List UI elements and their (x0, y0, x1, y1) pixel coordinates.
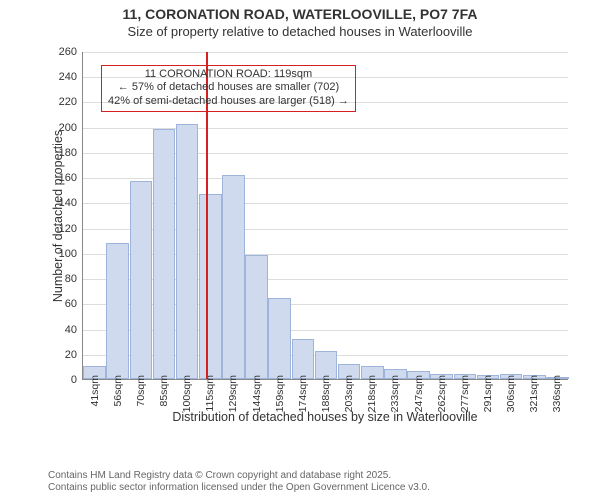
gridline (83, 52, 568, 53)
y-tick-label: 220 (49, 96, 77, 108)
y-tick-label: 80 (49, 273, 77, 285)
histogram-bar (222, 175, 245, 379)
x-tick-label: 56sqm (112, 375, 124, 407)
attribution-footer: Contains HM Land Registry data © Crown c… (48, 470, 430, 494)
x-tick-label: 233sqm (389, 375, 401, 412)
histogram-bar (153, 129, 176, 379)
x-tick-label: 188sqm (320, 375, 332, 412)
x-tick-label: 321sqm (528, 375, 540, 412)
x-tick-label: 247sqm (413, 375, 425, 412)
annotation-box: 11 CORONATION ROAD: 119sqm← 57% of detac… (101, 65, 356, 112)
histogram-bar (292, 339, 315, 379)
y-tick-label: 120 (49, 223, 77, 235)
histogram-bar (106, 243, 129, 379)
x-tick-label: 277sqm (459, 375, 471, 412)
x-tick-label: 218sqm (366, 375, 378, 412)
footer-line-2: Contains public sector information licen… (48, 482, 430, 494)
y-tick-label: 200 (49, 122, 77, 134)
x-tick-label: 85sqm (158, 375, 170, 407)
histogram-bar (176, 124, 199, 379)
annotation-line: ← 57% of detached houses are smaller (70… (108, 81, 349, 95)
y-tick-label: 240 (49, 71, 77, 83)
x-tick-label: 203sqm (343, 375, 355, 412)
y-tick-label: 40 (49, 324, 77, 336)
x-tick-label: 70sqm (135, 375, 147, 407)
histogram-chart: Number of detached properties 0204060801… (48, 52, 568, 422)
page-subtitle: Size of property relative to detached ho… (0, 24, 600, 40)
y-tick-label: 260 (49, 46, 77, 58)
page-title: 11, CORONATION ROAD, WATERLOOVILLE, PO7 … (0, 6, 600, 24)
histogram-bar (268, 298, 291, 379)
y-tick-label: 0 (49, 374, 77, 386)
x-tick-label: 115sqm (204, 375, 216, 412)
annotation-line: 42% of semi-detached houses are larger (… (108, 95, 349, 109)
y-tick-label: 180 (49, 147, 77, 159)
x-tick-label: 129sqm (227, 375, 239, 412)
x-tick-label: 100sqm (181, 375, 193, 412)
y-tick-label: 60 (49, 298, 77, 310)
x-tick-label: 336sqm (551, 375, 563, 412)
footer-line-1: Contains HM Land Registry data © Crown c… (48, 470, 430, 482)
x-tick-label: 174sqm (297, 375, 309, 412)
x-tick-label: 291sqm (482, 375, 494, 412)
histogram-bar (130, 181, 153, 379)
x-tick-label: 262sqm (436, 375, 448, 412)
histogram-bar (199, 194, 222, 379)
y-tick-label: 20 (49, 349, 77, 361)
y-tick-label: 160 (49, 172, 77, 184)
x-tick-label: 144sqm (251, 375, 263, 412)
histogram-bar (245, 255, 268, 379)
x-tick-label: 306sqm (505, 375, 517, 412)
plot-area: 02040608010012014016018020022024026041sq… (82, 52, 568, 380)
annotation-line: 11 CORONATION ROAD: 119sqm (108, 68, 349, 82)
y-tick-label: 100 (49, 248, 77, 260)
y-tick-label: 140 (49, 197, 77, 209)
x-axis-label: Distribution of detached houses by size … (82, 410, 568, 424)
x-tick-label: 41sqm (89, 375, 101, 407)
x-tick-label: 159sqm (274, 375, 286, 412)
